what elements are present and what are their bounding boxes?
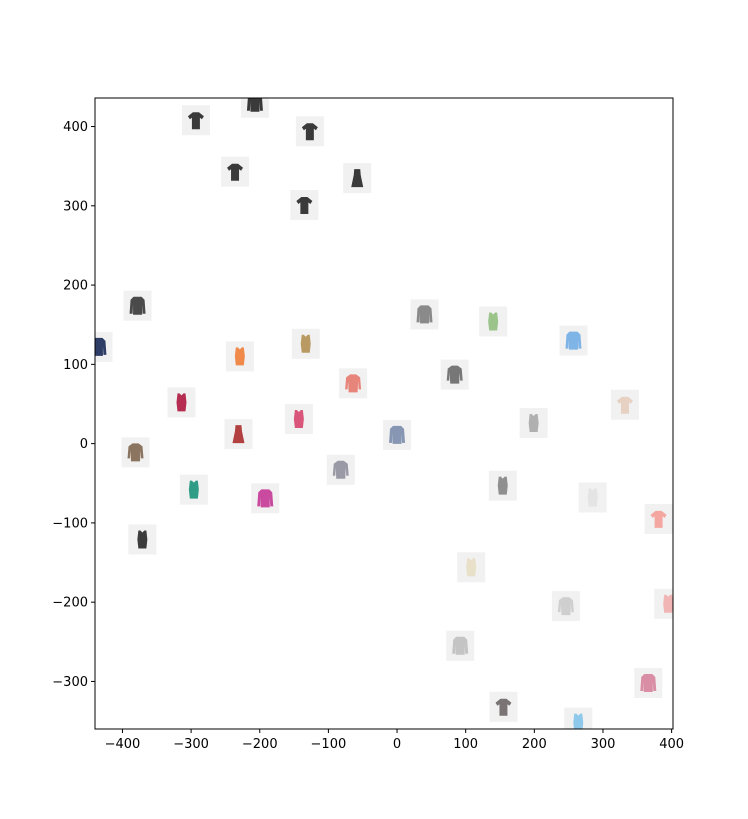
x-tick-label: −100 — [311, 737, 347, 752]
x-tick-label: 400 — [659, 737, 684, 752]
y-tick-label: 300 — [63, 199, 88, 214]
x-tick-label: 0 — [393, 737, 401, 752]
clothing-thumbnail-icon — [121, 437, 150, 468]
clothing-thumbnail-icon — [559, 325, 588, 356]
y-tick-label: 0 — [80, 437, 88, 452]
x-tick-label: 100 — [453, 737, 478, 752]
clothing-thumbnail-icon — [383, 419, 412, 450]
clothing-thumbnail-icon — [339, 368, 368, 399]
clothing-thumbnail-icon — [179, 474, 208, 505]
clothing-thumbnail-icon — [181, 105, 210, 136]
y-tick-label: 200 — [63, 279, 88, 294]
clothing-thumbnail-icon — [654, 588, 673, 619]
clothing-thumbnail-icon — [240, 98, 269, 118]
clothing-thumbnail-icon — [291, 328, 320, 359]
x-axis: −400 −300 −200 −100 0 100 200 300 400 — [105, 729, 684, 752]
clothing-thumbnail-icon — [221, 156, 250, 187]
clothing-thumbnail-icon — [446, 630, 475, 661]
clothing-thumbnail-icon — [564, 707, 593, 729]
clothing-thumbnail-icon — [128, 524, 157, 555]
y-tick-label: 400 — [63, 120, 88, 135]
clothing-thumbnail-icon — [225, 341, 254, 372]
clothing-thumbnail-icon — [457, 552, 486, 583]
y-axis: −300 −200 −100 0 100 200 300 400 — [52, 120, 95, 690]
clothing-thumbnail-icon — [326, 454, 355, 485]
points-layer — [95, 98, 673, 729]
clothing-thumbnail-icon — [295, 116, 324, 147]
clothing-thumbnail-icon — [290, 190, 319, 221]
y-tick-label: −300 — [52, 675, 88, 690]
clothing-thumbnail-icon — [644, 503, 673, 534]
clothing-thumbnail-icon — [251, 483, 280, 514]
clothing-thumbnail-icon — [440, 359, 469, 390]
clothing-thumbnail-icon — [410, 299, 439, 330]
clothing-thumbnail-icon — [488, 470, 517, 501]
clothing-thumbnail-icon — [610, 389, 639, 420]
x-tick-label: −400 — [105, 737, 141, 752]
clothing-thumbnail-icon — [551, 591, 580, 622]
clothing-thumbnail-icon — [479, 306, 508, 337]
x-tick-label: 300 — [591, 737, 616, 752]
x-tick-label: −300 — [173, 737, 209, 752]
clothing-thumbnail-icon — [224, 419, 253, 450]
y-tick-label: −200 — [52, 596, 88, 611]
clothing-thumbnail-icon — [95, 331, 113, 362]
x-tick-label: 200 — [522, 737, 547, 752]
y-tick-label: −100 — [52, 516, 88, 531]
clothing-thumbnail-icon — [167, 387, 196, 418]
clothing-thumbnail-icon — [489, 691, 518, 722]
clothing-thumbnail-icon — [519, 408, 548, 439]
y-tick-label: 100 — [63, 358, 88, 373]
clothing-thumbnail-icon — [123, 290, 152, 321]
axes-frame — [94, 97, 674, 730]
clothing-thumbnail-icon — [343, 163, 372, 194]
x-tick-label: −200 — [242, 737, 278, 752]
clothing-thumbnail-icon — [578, 482, 607, 513]
clothing-thumbnail-icon — [634, 668, 663, 699]
clothing-thumbnail-icon — [284, 404, 313, 435]
